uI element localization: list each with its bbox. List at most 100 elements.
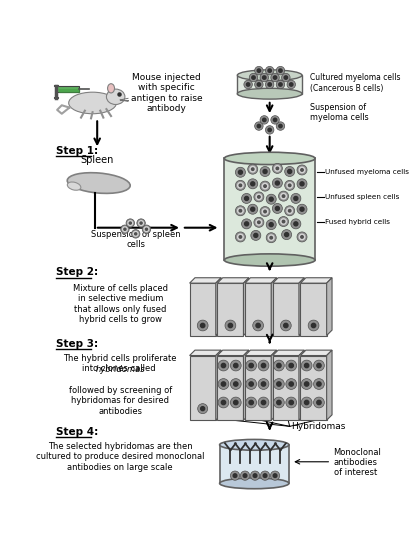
Text: Step 4:: Step 4: [56, 427, 98, 437]
Circle shape [285, 180, 295, 190]
Circle shape [253, 320, 264, 331]
Circle shape [287, 208, 293, 213]
Circle shape [252, 76, 255, 79]
Bar [190, 355, 216, 420]
Circle shape [241, 194, 252, 204]
Circle shape [304, 364, 309, 368]
Circle shape [266, 233, 276, 243]
Circle shape [239, 210, 242, 212]
Text: Cultured myeloma cells
(Cancerous B cells): Cultured myeloma cells (Cancerous B cell… [311, 73, 401, 92]
Circle shape [260, 206, 270, 217]
Circle shape [274, 118, 277, 122]
Circle shape [294, 222, 298, 226]
Circle shape [299, 234, 305, 240]
Circle shape [279, 83, 282, 86]
Circle shape [257, 124, 260, 128]
Circle shape [286, 360, 297, 371]
Circle shape [277, 400, 281, 405]
Ellipse shape [106, 89, 125, 104]
Circle shape [260, 181, 270, 191]
Circle shape [128, 221, 133, 225]
Circle shape [261, 400, 266, 405]
Circle shape [281, 320, 291, 331]
Text: Step 1:: Step 1: [56, 146, 98, 156]
Circle shape [221, 364, 226, 368]
Circle shape [289, 382, 293, 386]
Circle shape [251, 207, 255, 211]
Circle shape [256, 219, 262, 225]
Bar [217, 283, 243, 336]
Bar [245, 283, 271, 336]
Circle shape [265, 67, 274, 75]
Circle shape [270, 236, 272, 239]
Circle shape [271, 73, 279, 82]
Circle shape [266, 194, 276, 204]
Circle shape [245, 196, 248, 200]
Circle shape [287, 80, 295, 89]
Circle shape [262, 118, 266, 122]
Circle shape [304, 382, 309, 386]
Polygon shape [190, 350, 221, 355]
Circle shape [234, 364, 238, 368]
Circle shape [256, 194, 262, 200]
Circle shape [301, 360, 312, 371]
Circle shape [248, 204, 258, 214]
Circle shape [291, 219, 301, 229]
Circle shape [261, 382, 266, 386]
Circle shape [245, 222, 248, 226]
Circle shape [258, 221, 260, 223]
Ellipse shape [224, 152, 315, 164]
Circle shape [258, 378, 269, 389]
Text: Spleen: Spleen [80, 155, 114, 165]
Circle shape [269, 223, 273, 227]
Circle shape [285, 167, 295, 177]
Circle shape [234, 400, 238, 405]
Circle shape [142, 225, 151, 233]
Circle shape [140, 222, 142, 224]
Circle shape [243, 474, 247, 477]
Circle shape [230, 397, 241, 408]
Polygon shape [245, 350, 276, 355]
Circle shape [282, 221, 285, 223]
Circle shape [254, 217, 264, 227]
Circle shape [198, 404, 208, 414]
Text: The hybrid cells proliferate
into clones called: The hybrid cells proliferate into clones… [63, 354, 177, 373]
Circle shape [246, 397, 257, 408]
Circle shape [279, 69, 282, 72]
Circle shape [248, 179, 258, 189]
Circle shape [314, 397, 324, 408]
Polygon shape [300, 350, 332, 355]
Circle shape [257, 83, 260, 86]
Polygon shape [327, 278, 332, 336]
Circle shape [311, 323, 316, 328]
Circle shape [294, 196, 298, 200]
Circle shape [265, 125, 274, 134]
Circle shape [291, 194, 301, 204]
Circle shape [235, 232, 246, 242]
Text: Hybridomas: Hybridomas [291, 422, 346, 431]
Circle shape [317, 382, 321, 386]
Circle shape [297, 232, 307, 242]
Circle shape [246, 378, 257, 389]
Circle shape [274, 397, 284, 408]
Ellipse shape [224, 254, 315, 266]
Circle shape [239, 184, 242, 186]
Polygon shape [273, 350, 304, 355]
Text: The selected hybridomas are then
cultured to produce desired monoclonal
antibodi: The selected hybridomas are then culture… [36, 442, 204, 471]
Circle shape [279, 124, 282, 128]
Circle shape [258, 360, 269, 371]
Bar [273, 283, 299, 336]
Bar [190, 283, 216, 336]
Circle shape [287, 183, 293, 188]
Circle shape [271, 116, 279, 124]
Text: Suspension of
myeloma cells: Suspension of myeloma cells [311, 102, 369, 122]
Text: hybridomas: hybridomas [96, 365, 145, 374]
Circle shape [276, 122, 285, 130]
Circle shape [264, 210, 266, 213]
Polygon shape [243, 278, 249, 336]
Circle shape [133, 232, 138, 236]
Circle shape [254, 192, 264, 202]
Circle shape [275, 166, 280, 171]
Circle shape [273, 474, 277, 477]
Text: Suspension of spleen
cells: Suspension of spleen cells [91, 229, 180, 249]
